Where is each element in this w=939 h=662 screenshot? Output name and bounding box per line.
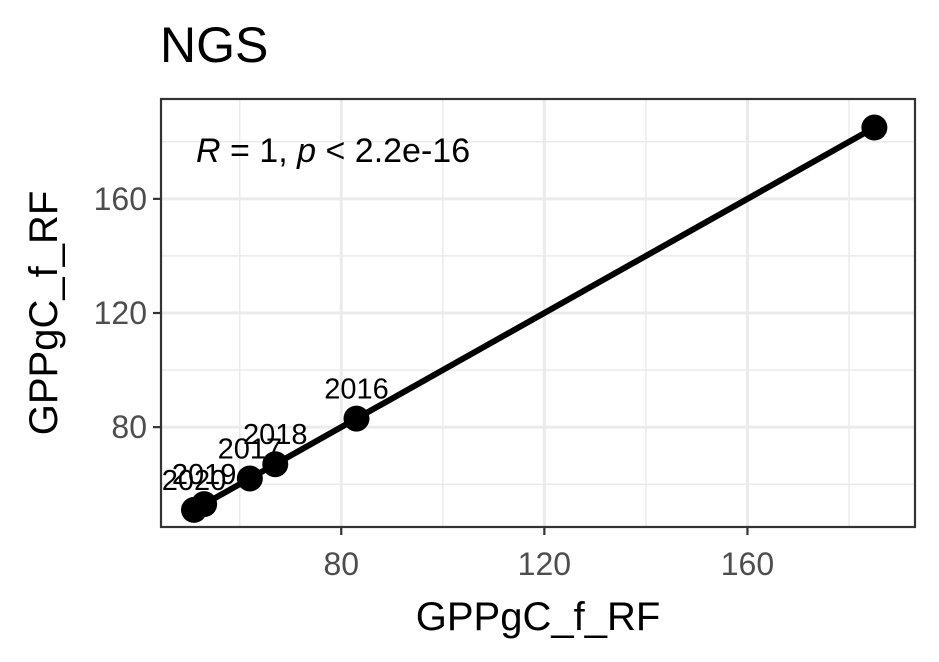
y-tick-label: 120 (94, 295, 147, 331)
point-label: 2016 (324, 374, 389, 406)
point-label: 2018 (243, 419, 308, 451)
point-label: 2017 (218, 433, 283, 465)
x-tick-label: 120 (518, 546, 571, 582)
p-value: < 2.2e-16 (316, 132, 470, 170)
data-point (262, 451, 289, 478)
x-tick-label: 80 (323, 546, 359, 582)
point-label: 2020 (162, 465, 227, 497)
fit-line (191, 124, 878, 513)
chart-title: NGS (160, 17, 268, 73)
y-tick-label: 80 (111, 409, 147, 445)
data-points (181, 114, 888, 523)
y-axis-title: GPPgC_f_RF (22, 191, 66, 436)
x-axis: 80 120 160 (323, 527, 774, 582)
data-point (191, 491, 218, 518)
data-point (343, 405, 370, 432)
y-axis: 80 120 160 (94, 181, 161, 445)
data-point (861, 114, 888, 141)
p-label: p (296, 132, 316, 170)
point-label: 2019 (172, 459, 237, 491)
r-value: = 1, (221, 132, 298, 170)
r-label: R (196, 132, 221, 170)
correlation-annotation: R = 1, p < 2.2e-16 (196, 132, 470, 170)
data-point (236, 465, 263, 492)
y-tick-label: 160 (94, 181, 147, 217)
x-tick-label: 160 (721, 546, 774, 582)
x-axis-title: GPPgC_f_RF (416, 595, 661, 639)
